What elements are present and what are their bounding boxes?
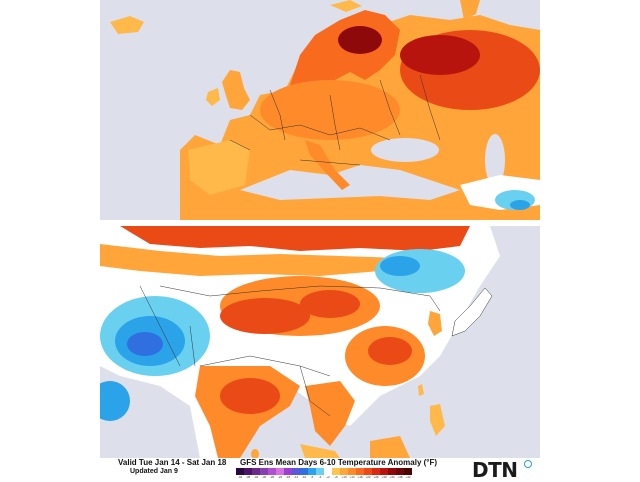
legend-swatch	[284, 468, 292, 475]
central-europe-warm	[260, 80, 400, 140]
svalbard-islands	[330, 0, 362, 12]
china-warm-core2	[300, 290, 360, 318]
asia-anomaly-map	[100, 226, 540, 458]
legend-tick: -18	[285, 475, 291, 479]
borneo	[370, 436, 410, 458]
taiwan	[418, 384, 424, 396]
legend-swatch	[244, 468, 252, 475]
legend-tick: +6	[334, 475, 338, 479]
legend-tick: -42	[237, 475, 243, 479]
india-warm-core	[220, 378, 280, 414]
valid-date-label: Valid Tue Jan 14 - Sat Jan 18	[118, 458, 227, 467]
legend-tick-labels: -42 -38 -34 -30 -26 -22 -18 -14 -10 -6 -2 +2 +6 +10 +1…	[236, 475, 412, 479]
legend-tick: +2	[326, 475, 330, 479]
legend-color-scale	[236, 468, 412, 475]
legend-swatch	[372, 468, 380, 475]
iberia	[188, 140, 250, 195]
legend-tick: +22	[365, 475, 371, 479]
manchuria-cold-core	[380, 256, 420, 276]
se-china-core	[368, 337, 412, 365]
legend-tick: -2	[318, 475, 322, 479]
asia-borders	[139, 285, 441, 417]
arabia-cold	[100, 381, 130, 421]
europe-map-panel	[100, 0, 540, 220]
legend-swatch	[348, 468, 356, 475]
legend-tick: -26	[269, 475, 275, 479]
korea	[428, 311, 442, 336]
north-africa	[180, 200, 540, 220]
ireland	[206, 88, 220, 106]
legend-swatch	[308, 468, 316, 475]
caspian-sea	[485, 134, 505, 186]
philippines	[430, 404, 445, 436]
china-warm-core	[220, 298, 310, 334]
legend-tick: -6	[310, 475, 314, 479]
legend-swatch	[388, 468, 396, 475]
legend-tick: +14	[349, 475, 355, 479]
sumatra	[300, 444, 340, 458]
europe-borders	[229, 74, 441, 166]
legend-tick: -22	[277, 475, 283, 479]
legend-swatch	[268, 468, 276, 475]
finland-warm-max	[338, 26, 382, 54]
legend-tick: +30	[381, 475, 387, 479]
legend-swatch	[252, 468, 260, 475]
siberia-warm-light	[100, 244, 400, 276]
legend-swatch	[340, 468, 348, 475]
map-footer: Valid Tue Jan 14 - Sat Jan 18 Updated Ja…	[100, 458, 540, 482]
italy	[305, 140, 350, 190]
legend-swatch	[332, 468, 340, 475]
black-sea	[371, 138, 439, 162]
mediterranean-sea	[240, 165, 460, 200]
legend-swatch	[396, 468, 404, 475]
legend-tick: +18	[357, 475, 363, 479]
legend-swatch	[316, 468, 324, 475]
novaya-zemlya	[460, 0, 480, 20]
legend-tick: +42	[405, 475, 411, 479]
legend-tick: +10	[341, 475, 347, 479]
panel-separator	[100, 220, 540, 226]
legend-tick: -38	[245, 475, 251, 479]
dtn-logo: DTN	[472, 458, 518, 482]
updated-date-label: Updated Jan 9	[130, 468, 178, 475]
middle-east-cold-core	[510, 200, 530, 210]
siberia-warm-band	[120, 226, 470, 251]
dtn-logo-dot-icon	[524, 460, 532, 468]
legend-tick: -14	[293, 475, 299, 479]
asia-map-panel	[100, 226, 540, 458]
legend-swatch	[380, 468, 388, 475]
legend-swatch	[260, 468, 268, 475]
british-isles	[222, 70, 250, 110]
legend-tick: +38	[397, 475, 403, 479]
central-asia-cold-core	[127, 332, 163, 356]
japan	[451, 287, 493, 337]
legend-swatch	[404, 468, 412, 475]
indochina	[305, 381, 355, 446]
legend-swatch	[364, 468, 372, 475]
legend-tick: -34	[253, 475, 259, 479]
russia-warm-max	[400, 35, 480, 75]
sri-lanka	[251, 449, 259, 458]
legend-tick: -30	[261, 475, 267, 479]
legend-swatch	[324, 468, 332, 475]
legend-tick: +26	[373, 475, 379, 479]
legend-tick: -10	[301, 475, 307, 479]
iceland	[110, 16, 144, 34]
legend-swatch	[276, 468, 284, 475]
legend-tick: +34	[389, 475, 395, 479]
legend-swatch	[356, 468, 364, 475]
legend-swatch	[236, 468, 244, 475]
europe-anomaly-map	[100, 0, 540, 220]
legend-title: GFS Ens Mean Days 6-10 Temperature Anoma…	[240, 458, 438, 467]
legend-swatch	[292, 468, 300, 475]
legend-swatch	[300, 468, 308, 475]
